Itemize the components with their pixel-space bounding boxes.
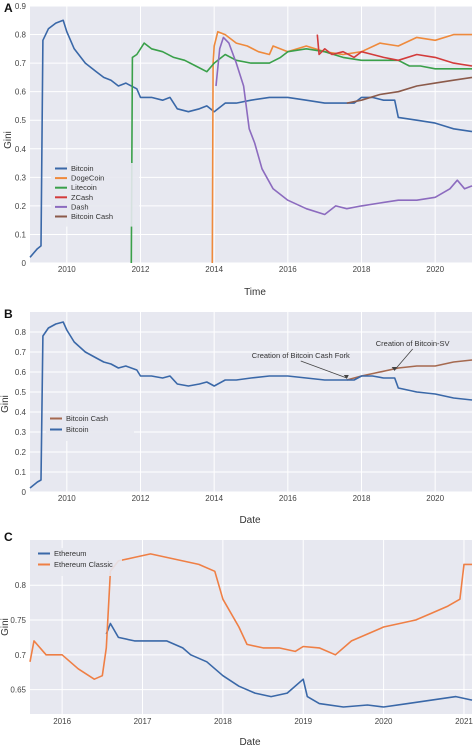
y-tick-label: 0.8 <box>15 328 27 337</box>
y-tick-label: 0.1 <box>15 468 27 477</box>
legend-label-zcash: ZCash <box>71 193 93 202</box>
panel-a-label: A <box>4 1 13 15</box>
y-tick-label: 0.2 <box>15 202 27 211</box>
panel-a: 2010 2012 2014 2016 2018 2020 0 0.1 0.2 0.3 0.4 0.5… <box>3 1 473 298</box>
panel-c-legend: Ethereum Ethereum Classic <box>34 548 122 576</box>
series-line-ethereum-classic <box>29 553 472 680</box>
legend-label-bitcoin: Bitcoin <box>66 425 89 434</box>
panel-c-ticks: 2016 2017 2018 2019 2020 2021 0.65 0.7 0.75 0.8 <box>10 581 473 726</box>
y-tick-label: 0 <box>22 259 27 268</box>
legend-label-ethereum-classic: Ethereum Classic <box>54 560 113 569</box>
y-tick-label: 0.7 <box>15 651 27 660</box>
y-tick-label: 0.7 <box>15 348 27 357</box>
x-tick-label: 2016 <box>279 494 297 503</box>
y-tick-label: 0.9 <box>15 2 27 11</box>
y-tick-label: 0.6 <box>15 88 27 97</box>
x-tick-label: 2014 <box>205 265 223 274</box>
series-line-dash <box>215 36 473 216</box>
legend-label-bitcoin-cash: Bitcoin Cash <box>71 212 113 221</box>
panel-b-series <box>29 321 473 489</box>
x-tick-label: 2018 <box>214 717 232 726</box>
x-tick-label: 2018 <box>353 494 371 503</box>
x-tick-label: 2016 <box>279 265 297 274</box>
series-line-bitcoin-cash <box>346 76 473 104</box>
y-tick-label: 0.5 <box>15 388 27 397</box>
annotation-label: Creation of Bitcoin-SV <box>376 339 450 348</box>
annotation-arrowhead <box>343 375 349 379</box>
x-tick-label: 2016 <box>53 717 71 726</box>
panel-b-annotations: Creation of Bitcoin Cash Fork Creation of… <box>252 339 450 379</box>
panel-b-legend: Bitcoin Cash Bitcoin <box>46 413 134 441</box>
series-line-zcash <box>316 34 473 67</box>
y-tick-label: 0.1 <box>15 230 27 239</box>
panel-a-ylabel: Gini <box>3 131 14 149</box>
x-tick-label: 2020 <box>426 494 444 503</box>
panel-c-grid <box>30 540 472 714</box>
x-tick-label: 2010 <box>58 494 76 503</box>
y-tick-label: 0.4 <box>15 408 27 417</box>
x-tick-label: 2018 <box>353 265 371 274</box>
legend-label-bitcoin: Bitcoin <box>71 164 94 173</box>
panel-c: 2016 2017 2018 2019 2020 2021 0.65 0.7 0.75 0.8 C… <box>0 530 473 748</box>
annotation-arrowhead <box>391 367 397 371</box>
x-tick-label: 2012 <box>132 265 150 274</box>
legend-label-dogecoin: DogeCoin <box>71 174 104 183</box>
panel-b-label: B <box>4 307 13 321</box>
legend-label-ethereum: Ethereum <box>54 549 87 558</box>
y-tick-label: 0.7 <box>15 59 27 68</box>
panel-a-ticks: 2010 2012 2014 2016 2018 2020 0 0.1 0.2 0.3 0.4 0.5… <box>15 2 445 274</box>
panel-a-xlabel: Time <box>244 287 266 298</box>
series-line-ethereum <box>105 622 473 708</box>
x-tick-label: 2020 <box>426 265 444 274</box>
x-tick-label: 2012 <box>132 494 150 503</box>
y-tick-label: 0.3 <box>15 428 27 437</box>
series-line-litecoin <box>130 42 472 264</box>
x-tick-label: 2014 <box>205 494 223 503</box>
annotation-arrow <box>394 348 413 371</box>
y-tick-label: 0.5 <box>15 116 27 125</box>
panel-b-ylabel: Gini <box>0 395 11 413</box>
x-tick-label: 2010 <box>58 265 76 274</box>
panel-c-ylabel: Gini <box>0 618 11 636</box>
y-tick-label: 0.2 <box>15 448 27 457</box>
x-tick-label: 2021 <box>455 717 473 726</box>
annotation-label: Creation of Bitcoin Cash Fork <box>252 351 350 360</box>
x-tick-label: 2020 <box>375 717 393 726</box>
panel-c-label: C <box>4 530 13 544</box>
panel-b-ticks: 2010 2012 2014 2016 2018 2020 0 0.1 0.2 0.3 0.4 0.5… <box>15 328 445 503</box>
legend-label-dash: Dash <box>71 202 89 211</box>
y-tick-label: 0.6 <box>15 368 27 377</box>
panel-b: 2010 2012 2014 2016 2018 2020 0 0.1 0.2 0.3 0.4 0.5… <box>0 307 473 526</box>
annotation-arrow <box>300 360 347 379</box>
legend-label-litecoin: Litecoin <box>71 183 97 192</box>
y-tick-label: 0.75 <box>10 616 26 625</box>
panel-c-series <box>29 553 473 708</box>
panel-b-plot-bg <box>30 312 472 492</box>
x-tick-label: 2019 <box>294 717 312 726</box>
legend-label-bitcoin-cash: Bitcoin Cash <box>66 414 108 423</box>
y-tick-label: 0.65 <box>10 686 26 695</box>
panel-b-xlabel: Date <box>239 515 261 526</box>
panel-a-legend: BitcoinDogeCoinLitecoinZCashDashBitcoin … <box>51 163 139 227</box>
y-tick-label: 0 <box>22 488 27 497</box>
y-tick-label: 0.3 <box>15 173 27 182</box>
y-tick-label: 0.4 <box>15 145 27 154</box>
y-tick-label: 0.8 <box>15 31 27 40</box>
x-tick-label: 2017 <box>134 717 152 726</box>
y-tick-label: 0.8 <box>15 581 27 590</box>
series-line-bitcoin <box>29 321 473 489</box>
panel-a-series <box>29 19 473 264</box>
panel-c-xlabel: Date <box>239 737 261 748</box>
panel-b-grid <box>30 312 472 493</box>
